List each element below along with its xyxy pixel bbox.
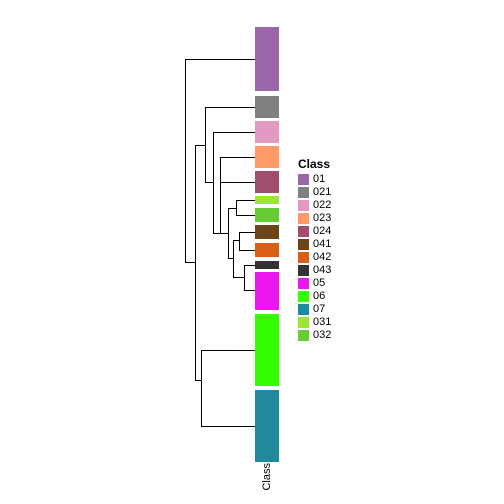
legend-label: 021 — [313, 186, 331, 199]
dendro-vline — [201, 350, 202, 427]
dendro-vline — [244, 265, 245, 291]
legend-label: 042 — [313, 251, 331, 264]
legend-item: 042 — [298, 251, 331, 264]
legend-swatch — [298, 187, 309, 198]
heatmap-cell — [255, 272, 279, 310]
dendro-hline — [236, 200, 255, 201]
heatmap-cell — [255, 96, 279, 118]
legend-item: 024 — [298, 225, 331, 238]
dendro-hline — [201, 350, 255, 351]
legend-item: 043 — [298, 264, 331, 277]
chart-area: Class 0102102202302404104204305060703103… — [0, 0, 504, 504]
legend-label: 024 — [313, 225, 331, 238]
heatmap-cell — [255, 121, 279, 143]
legend-item: 032 — [298, 329, 331, 342]
legend-item: 023 — [298, 212, 331, 225]
legend-swatch — [298, 330, 309, 341]
legend-label: 022 — [313, 199, 331, 212]
dendro-hline — [233, 277, 244, 278]
legend-label: 05 — [313, 277, 325, 290]
legend-item: 031 — [298, 316, 331, 329]
legend-label: 043 — [313, 264, 331, 277]
dendro-hline — [213, 233, 220, 234]
dendro-hline — [185, 262, 195, 263]
heatmap-cell — [255, 27, 279, 91]
legend-item: 01 — [298, 173, 331, 186]
dendro-vline — [228, 208, 229, 259]
dendro-hline — [239, 250, 255, 251]
dendro-vline — [195, 145, 196, 381]
legend-swatch — [298, 252, 309, 263]
legend-label: 023 — [313, 212, 331, 225]
heatmap-cell — [255, 171, 279, 193]
legend-item: 021 — [298, 186, 331, 199]
legend-swatch — [298, 239, 309, 250]
dendro-hline — [185, 59, 255, 60]
dendro-hline — [239, 232, 255, 233]
legend-swatch — [298, 226, 309, 237]
heatmap-cell — [255, 261, 279, 269]
legend-label: 041 — [313, 238, 331, 251]
legend-label: 031 — [313, 316, 331, 329]
heatmap-cell — [255, 208, 279, 222]
dendro-hline — [213, 132, 255, 133]
heatmap-cell — [255, 243, 279, 257]
heatmap-cell — [255, 146, 279, 168]
dendro-hline — [220, 233, 228, 234]
dendro-hline — [205, 107, 255, 108]
legend-swatch — [298, 213, 309, 224]
dendro-vline — [213, 132, 214, 234]
legend-swatch — [298, 174, 309, 185]
legend-label: 06 — [313, 290, 325, 303]
dendro-hline — [228, 208, 236, 209]
dendro-hline — [244, 290, 255, 291]
dendro-vline — [205, 107, 206, 183]
heatmap-cell — [255, 225, 279, 239]
dendro-vline — [220, 157, 221, 234]
legend-swatch — [298, 317, 309, 328]
heatmap-cell — [255, 196, 279, 204]
dendro-hline — [201, 426, 255, 427]
axis-label-class: Class — [261, 463, 273, 491]
legend-item: 022 — [298, 199, 331, 212]
legend-label: 07 — [313, 303, 325, 316]
heatmap-cell — [255, 390, 279, 462]
dendro-hline — [236, 215, 255, 216]
dendro-hline — [220, 157, 255, 158]
dendro-vline — [236, 200, 237, 216]
legend-item: 06 — [298, 290, 331, 303]
heatmap-cell — [255, 314, 279, 386]
legend-item: 05 — [298, 277, 331, 290]
legend-swatch — [298, 278, 309, 289]
legend-label: 032 — [313, 329, 331, 342]
legend: Class 0102102202302404104204305060703103… — [298, 157, 331, 342]
dendro-vline — [233, 240, 234, 278]
dendro-hline — [220, 182, 255, 183]
legend-swatch — [298, 291, 309, 302]
dendro-vline — [239, 232, 240, 251]
legend-label: 01 — [313, 173, 325, 186]
legend-swatch — [298, 304, 309, 315]
dendro-hline — [244, 265, 255, 266]
legend-swatch — [298, 265, 309, 276]
dendro-hline — [205, 182, 213, 183]
legend-swatch — [298, 200, 309, 211]
dendro-hline — [195, 145, 205, 146]
legend-title: Class — [298, 157, 331, 171]
dendro-vline — [185, 59, 186, 263]
legend-item: 07 — [298, 303, 331, 316]
legend-item: 041 — [298, 238, 331, 251]
